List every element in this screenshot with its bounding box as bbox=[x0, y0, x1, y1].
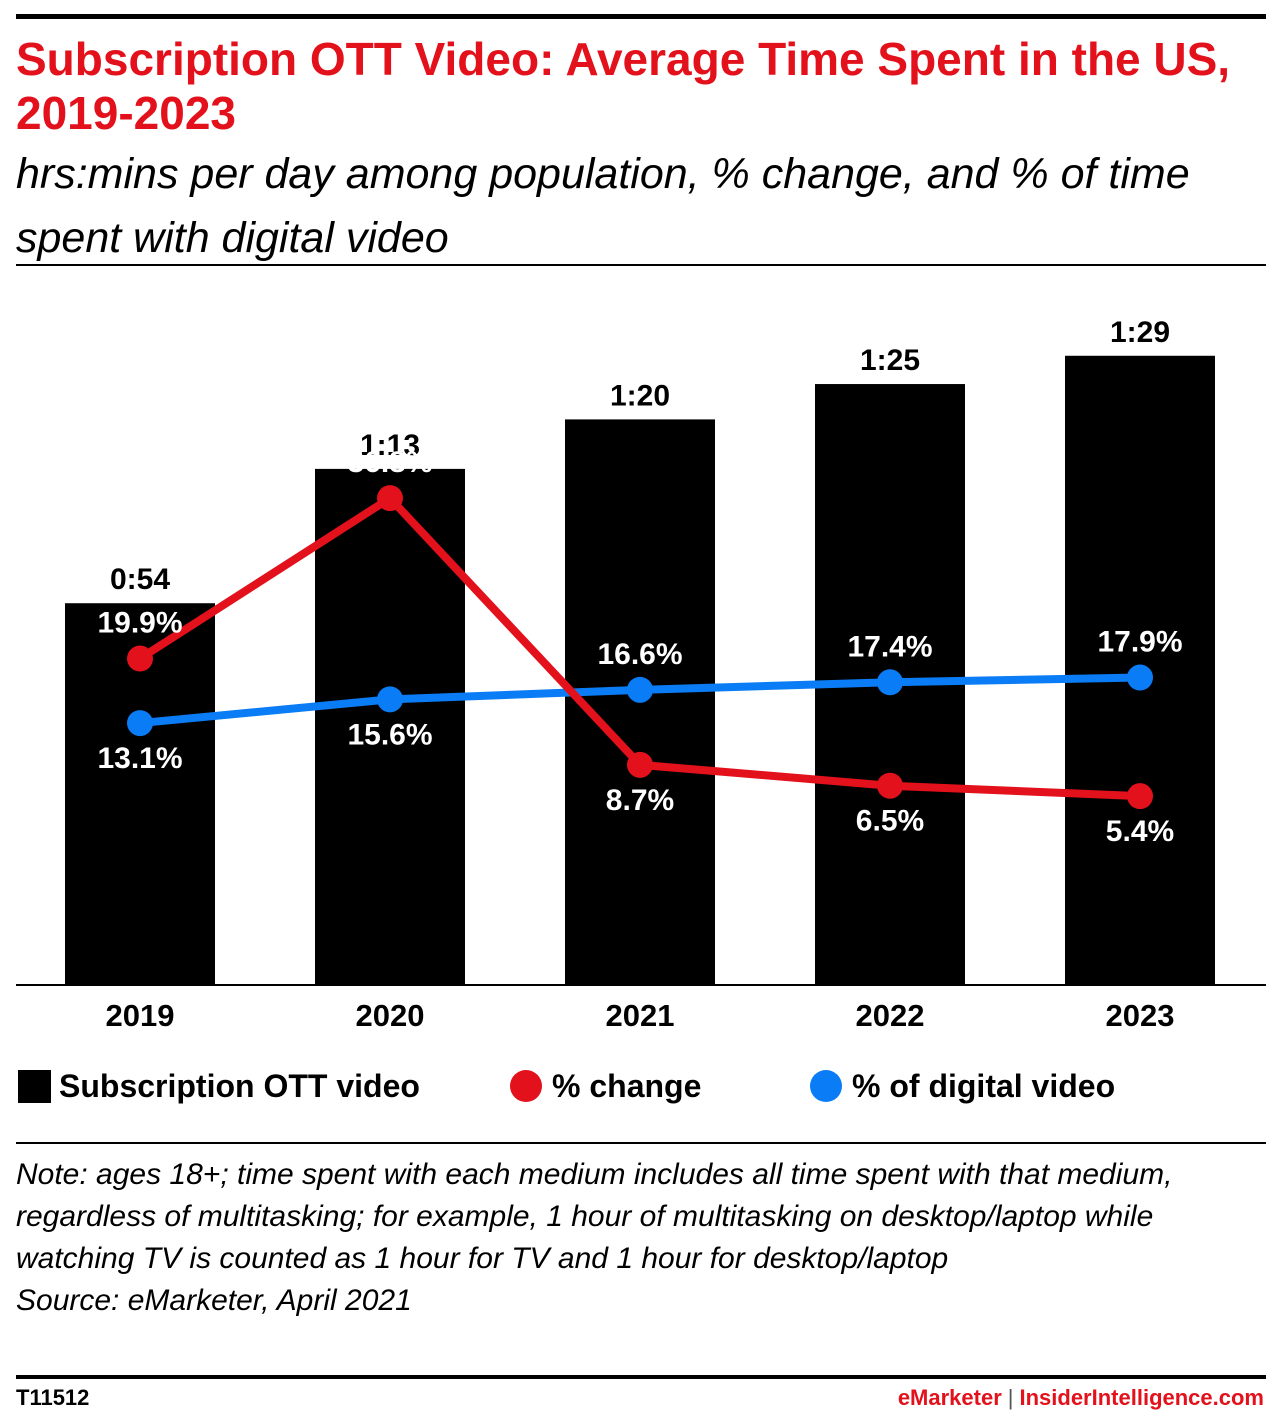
legend-dot-swatch-red bbox=[510, 1070, 542, 1102]
notes-rule bbox=[16, 1142, 1266, 1144]
footer-rule bbox=[16, 1375, 1266, 1379]
line-value-label: 13.1% bbox=[97, 742, 182, 775]
lines-layer bbox=[127, 485, 1153, 810]
x-tick-label: 2022 bbox=[856, 998, 925, 1033]
bar-value-label: 1:13 bbox=[360, 429, 420, 462]
line-value-label: 16.6% bbox=[597, 638, 682, 671]
chart-canvas: 0:54 1:13 1:20 1:25 1:29 19.9% 36.8% 8.7% 6.5% 5.… bbox=[16, 316, 1266, 1033]
subtitle-rule bbox=[16, 264, 1266, 266]
brand-separator: | bbox=[1007, 1385, 1014, 1410]
x-tick-label: 2021 bbox=[606, 998, 675, 1033]
point-digital-share bbox=[377, 686, 403, 713]
legend: Subscription OTT video % change % of dig… bbox=[16, 1062, 1266, 1110]
line-value-label: 8.7% bbox=[606, 784, 674, 817]
legend-square-swatch bbox=[18, 1069, 51, 1103]
bar-value-label: 1:29 bbox=[1110, 316, 1170, 349]
line-value-label: 19.9% bbox=[97, 607, 182, 640]
top-rule bbox=[16, 14, 1266, 19]
chart-id: T11512 bbox=[16, 1385, 90, 1410]
point-digital-share bbox=[1127, 664, 1153, 691]
x-tick-label: 2020 bbox=[356, 998, 425, 1033]
note-text: Note: ages 18+; time spent with each med… bbox=[16, 1158, 1173, 1275]
point-digital-share bbox=[127, 710, 153, 737]
point-change bbox=[627, 751, 653, 778]
bar-value-label: 1:20 bbox=[610, 379, 670, 412]
bar-value-label: 1:25 bbox=[860, 344, 920, 377]
legend-item-change: % change bbox=[510, 1062, 701, 1110]
source-text: Source: eMarketer, April 2021 bbox=[16, 1284, 412, 1317]
notes-block: Note: ages 18+; time spent with each med… bbox=[16, 1154, 1256, 1322]
line-value-label: 36.8% bbox=[347, 446, 432, 479]
legend-label-digital: % of digital video bbox=[852, 1067, 1116, 1104]
point-change bbox=[877, 772, 903, 799]
bar-value-label: 0:54 bbox=[110, 563, 170, 596]
x-tick-label: 2019 bbox=[106, 998, 175, 1033]
labels-layer: 0:54 1:13 1:20 1:25 1:29 19.9% 36.8% 8.7% 6.5% 5.… bbox=[97, 316, 1182, 848]
legend-dot-swatch-blue bbox=[810, 1070, 842, 1102]
chart-title: Subscription OTT Video: Average Time Spe… bbox=[16, 33, 1231, 139]
chart-subtitle: hrs:mins per day among population, % cha… bbox=[16, 150, 1190, 262]
legend-label-bars: Subscription OTT video bbox=[59, 1067, 420, 1104]
legend-item-digital: % of digital video bbox=[810, 1062, 1115, 1110]
x-axis-ticks: 2019 2020 2021 2022 2023 bbox=[106, 998, 1175, 1033]
x-tick-label: 2023 bbox=[1106, 998, 1175, 1033]
point-digital-share bbox=[627, 676, 653, 703]
brand-emarketer: eMarketer bbox=[897, 1385, 1002, 1410]
legend-label-change: % change bbox=[552, 1067, 702, 1104]
footer-brand: eMarketer | InsiderIntelligence.com bbox=[898, 1385, 1264, 1411]
line-value-label: 17.9% bbox=[1097, 626, 1182, 659]
line-value-label: 6.5% bbox=[856, 805, 924, 838]
point-digital-share bbox=[877, 669, 903, 696]
point-change bbox=[1127, 783, 1153, 810]
line-value-label: 5.4% bbox=[1106, 815, 1174, 848]
line-value-label: 15.6% bbox=[347, 718, 432, 751]
brand-insider-intelligence: InsiderIntelligence.com bbox=[1019, 1385, 1264, 1410]
point-change bbox=[377, 485, 403, 512]
line-value-label: 17.4% bbox=[847, 630, 932, 663]
point-change bbox=[127, 645, 153, 672]
legend-item-bars: Subscription OTT video bbox=[18, 1062, 420, 1110]
